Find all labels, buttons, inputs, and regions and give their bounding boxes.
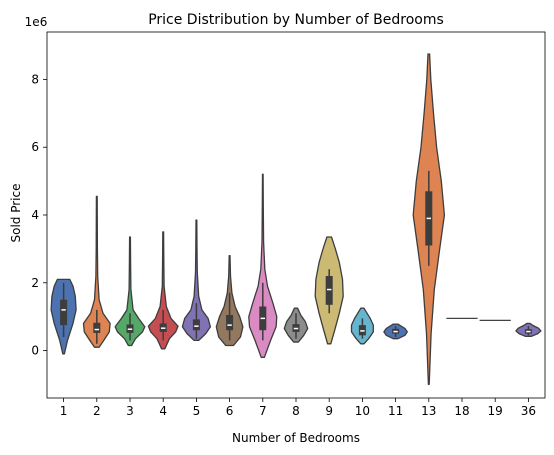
- violin-36: [515, 322, 542, 337]
- x-tick-label: 19: [488, 404, 503, 418]
- x-tick-label: 18: [454, 404, 469, 418]
- x-axis-label: Number of Bedrooms: [232, 431, 360, 445]
- y-tick-label: 2: [31, 276, 39, 290]
- violin-3: [114, 236, 146, 347]
- violin-10: [350, 307, 374, 345]
- x-tick-label: 6: [226, 404, 234, 418]
- violin-11: [383, 323, 408, 340]
- y-axis: 0 2 4 6 8: [31, 72, 47, 358]
- violin-series: [50, 53, 542, 386]
- violin-13: [412, 53, 446, 386]
- violin-iqr-box: [192, 319, 200, 331]
- violin-iqr-box: [226, 314, 234, 331]
- y-tick-label: 0: [31, 344, 39, 358]
- violin-6: [215, 255, 244, 347]
- x-tick-label: 5: [193, 404, 201, 418]
- x-tick-label: 9: [325, 404, 333, 418]
- x-tick-label: 2: [93, 404, 101, 418]
- violin-body: [114, 236, 146, 347]
- chart-title: Price Distribution by Number of Bedrooms: [148, 12, 444, 28]
- violin-7: [248, 173, 278, 358]
- x-tick-label: 13: [421, 404, 436, 418]
- violin-iqr-box: [325, 276, 333, 305]
- x-tick-label: 4: [159, 404, 167, 418]
- x-tick-label: 8: [292, 404, 300, 418]
- violin-9: [314, 236, 344, 345]
- violin-body: [181, 219, 212, 342]
- x-tick-label: 10: [355, 404, 370, 418]
- violin-body: [147, 231, 179, 350]
- y-axis-multiplier: 1e6: [25, 15, 48, 29]
- violin-1: [50, 278, 77, 355]
- x-axis: 1 2 3 4 5 6 7 8 9 10 11 13 18 19 36: [60, 398, 536, 418]
- x-tick-label: 11: [388, 404, 403, 418]
- x-tick-label: 7: [259, 404, 267, 418]
- x-tick-label: 1: [60, 404, 68, 418]
- violin-5: [181, 219, 212, 342]
- plot-frame: [46, 31, 546, 399]
- violin-iqr-box: [93, 322, 101, 333]
- violin-4: [147, 231, 179, 350]
- y-tick-label: 8: [31, 72, 39, 86]
- y-tick-label: 4: [31, 208, 39, 222]
- x-tick-label: 3: [126, 404, 134, 418]
- violin-iqr-box: [60, 299, 68, 326]
- violin-8: [283, 307, 309, 343]
- violin-2: [82, 195, 111, 348]
- violin-body: [248, 173, 278, 358]
- violin-body: [82, 195, 111, 348]
- x-tick-label: 36: [521, 404, 536, 418]
- y-tick-label: 6: [31, 140, 39, 154]
- y-axis-label: Sold Price: [9, 184, 23, 243]
